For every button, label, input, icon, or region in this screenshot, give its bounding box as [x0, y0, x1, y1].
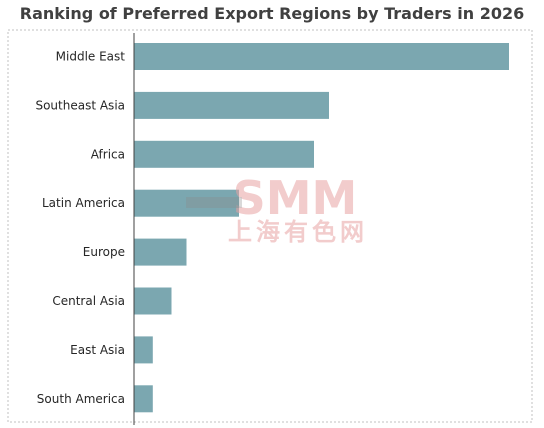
bar-central-asia [134, 287, 172, 315]
bar-europe [134, 238, 187, 266]
category-label-europe: Europe [83, 245, 125, 259]
watermark-logo-text: SMM [233, 171, 358, 225]
category-labels-group: Middle East Southeast Asia Africa Latin Ame… [35, 50, 125, 406]
category-label-southeast-asia: Southeast Asia [35, 98, 125, 112]
bar-africa [134, 140, 314, 168]
watermark-bar-shape [186, 197, 242, 208]
bar-south-america [134, 385, 153, 413]
watermark-chinese-text: 上海有色网 [228, 218, 368, 246]
category-label-africa: Africa [91, 147, 125, 161]
category-label-middle-east: Middle East [56, 50, 126, 64]
category-label-south-america: South America [37, 392, 125, 406]
bar-east-asia [134, 336, 153, 364]
category-label-latin-america: Latin America [42, 196, 125, 210]
chart-frame [7, 29, 533, 423]
category-label-east-asia: East Asia [70, 343, 125, 357]
bars-group [134, 43, 509, 413]
chart-title: Ranking of Preferred Export Regions by T… [19, 4, 525, 23]
bar-middle-east [134, 43, 509, 70]
bar-latin-america [134, 189, 239, 217]
category-label-central-asia: Central Asia [52, 294, 125, 308]
bar-southeast-asia [134, 91, 329, 119]
